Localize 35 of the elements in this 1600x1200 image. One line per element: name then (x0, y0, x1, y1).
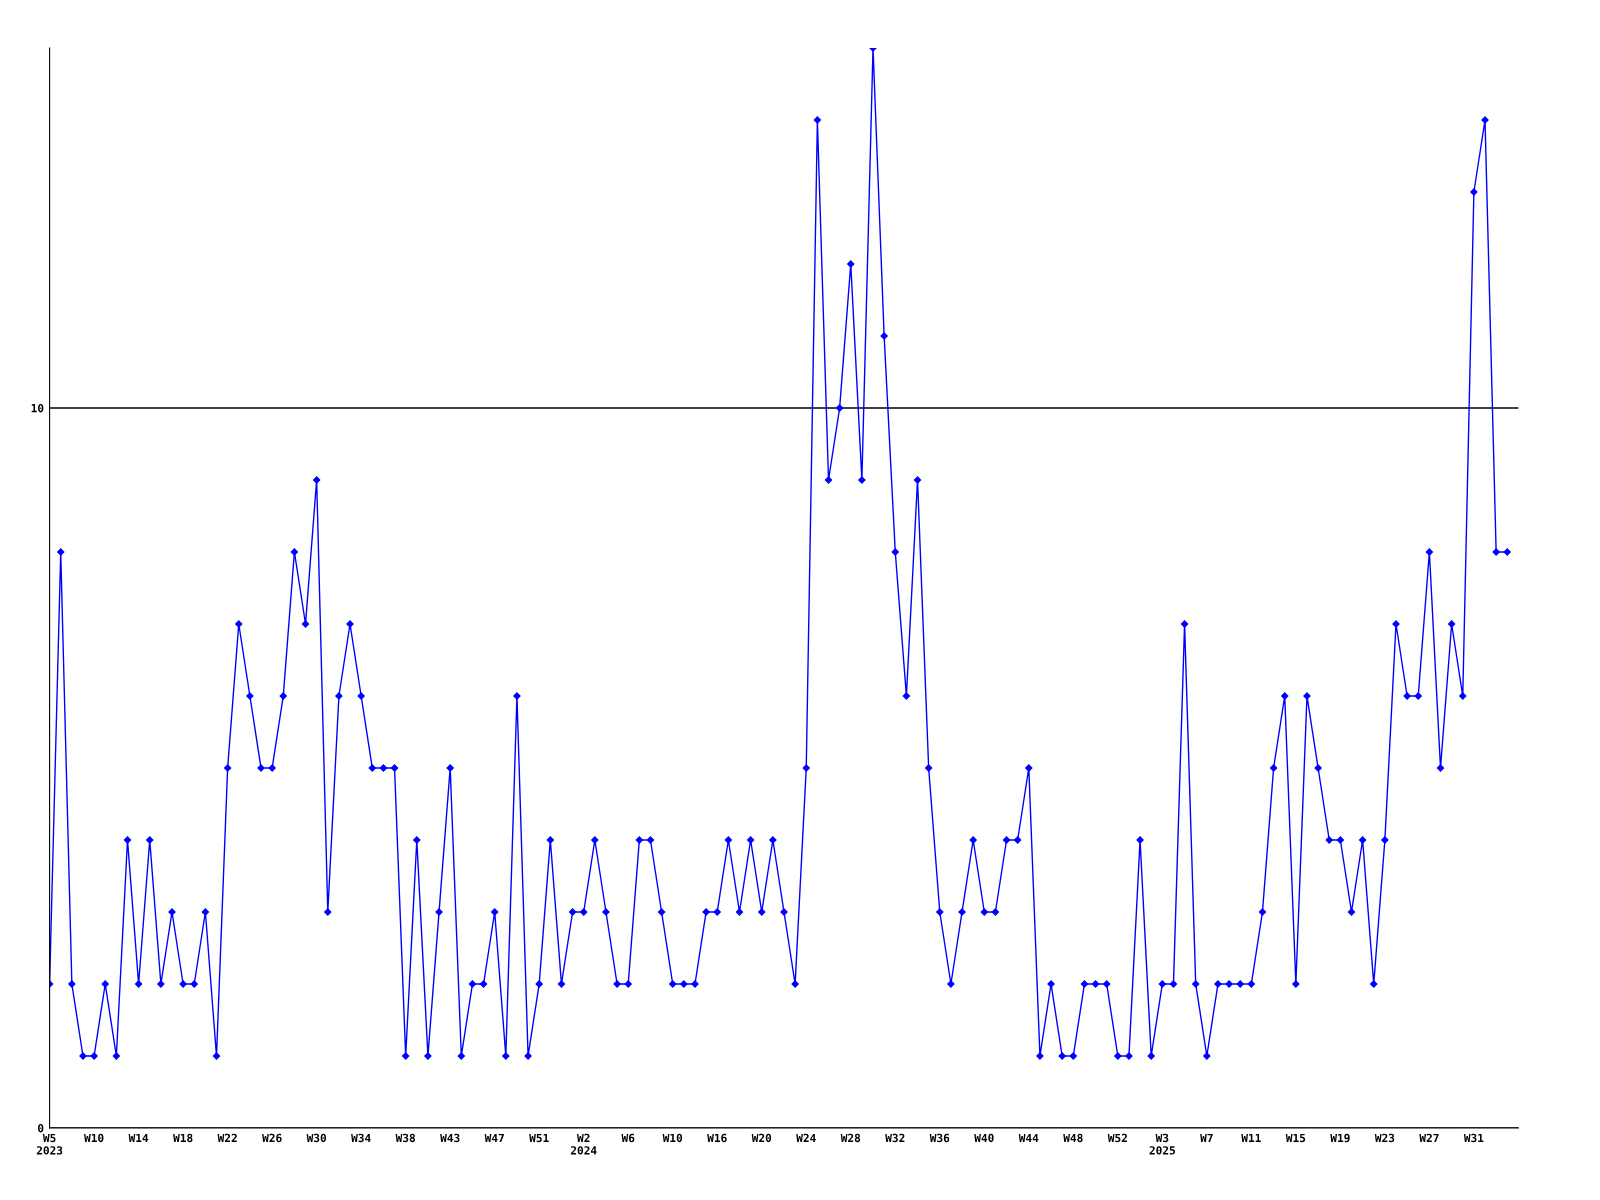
x-tick-label: W52 (1107, 1133, 1127, 1143)
x-tick-label: W10 (662, 1133, 683, 1143)
x-tick-label: W6 (621, 1133, 635, 1143)
x-tick-label: W26 (262, 1133, 282, 1143)
x-tick-label: W40 (974, 1133, 994, 1143)
x-tick-label: W7 (1200, 1133, 1213, 1142)
x-tick-label: W38 (395, 1133, 416, 1143)
x-tick-label: W47 (484, 1133, 504, 1142)
x-tick-label: W36 (929, 1133, 950, 1143)
x-tick-label: W51 (529, 1133, 549, 1143)
x-tick-label: W16 (707, 1133, 727, 1143)
x-tick-label: W18 (173, 1133, 193, 1143)
x-tick-label: W5 2023 (36, 1133, 63, 1155)
x-tick-label: W14 (128, 1133, 149, 1142)
x-tick-label: W3 2025 (1149, 1133, 1175, 1155)
x-tick-label: W10 (84, 1133, 104, 1143)
x-tick-label: W20 (751, 1133, 772, 1143)
x-tick-label: W43 (440, 1133, 460, 1143)
x-tick-label: W27 (1419, 1133, 1439, 1142)
y-tick-label: 0 (38, 1123, 44, 1133)
x-tick-label: W32 (885, 1133, 905, 1143)
x-tick-label: W19 (1330, 1133, 1350, 1143)
y-tick-label: 10 (31, 403, 44, 413)
x-tick-label: W15 (1285, 1133, 1306, 1143)
x-tick-label: W30 (306, 1133, 327, 1143)
x-tick-label: W31 (1463, 1133, 1484, 1143)
x-tick-label: W28 (840, 1133, 861, 1143)
x-tick-label: W24 (796, 1133, 816, 1142)
x-tick-label: W11 (1241, 1133, 1261, 1142)
x-tick-label: W23 (1374, 1133, 1395, 1143)
x-tick-label: W44 (1018, 1133, 1039, 1142)
x-tick-label: W48 (1063, 1133, 1083, 1143)
x-tick-label: W2 2024 (570, 1133, 597, 1155)
x-tick-label: W34 (351, 1133, 371, 1143)
x-tick-label: W22 (217, 1133, 237, 1142)
